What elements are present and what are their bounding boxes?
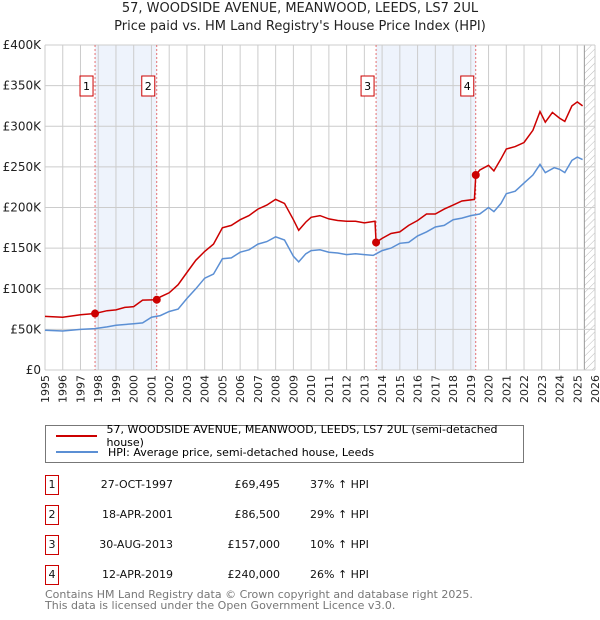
x-tick-label: 2007 [252,375,265,403]
property-price-line [44,100,584,318]
x-tick-label: 2019 [465,375,478,403]
sale-point [91,309,100,318]
x-tick-label: 2017 [429,375,442,403]
legend-swatch-property [56,435,97,437]
sale-point [471,171,480,179]
x-tick-label: 1997 [74,375,87,403]
x-tick-label: 2011 [323,375,336,403]
x-tick-label: 2015 [394,375,407,403]
x-tick-label: 2021 [500,375,513,403]
x-tick-label: 2025 [571,375,584,403]
sale-badge: 1 [45,475,59,495]
sale-date: 27-OCT-1997 [100,478,173,491]
x-tick-label: 2026 [589,375,600,403]
x-tick-label: 2023 [536,375,549,403]
footer: Contains HM Land Registry data © Crown c… [45,589,473,611]
x-tick-label: 2000 [128,375,141,403]
y-tick-label: £50K [10,322,42,336]
x-tick-label: 2009 [287,375,300,403]
x-tick-label: 2016 [412,375,425,403]
x-tick-label: 1999 [110,375,123,403]
sale-price: £240,000 [227,568,281,581]
x-tick-label: 2008 [270,375,283,403]
y-tick-label: £250K [3,160,43,174]
sale-badge-number: 2 [145,80,152,93]
legend: 57, WOODSIDE AVENUE, MEANWOOD, LEEDS, LS… [45,423,524,463]
x-tick-label: 2006 [234,375,247,403]
sale-row: 3 30-AUG-2013 £157,000 10% ↑ HPI [45,535,445,555]
x-tick-label: 2001 [145,375,158,403]
x-tick-label: 2013 [358,375,371,403]
x-tick-label: 2012 [341,375,354,403]
sale-row: 1 27-OCT-1997 £69,495 37% ↑ HPI [45,475,445,495]
legend-label-hpi: HPI: Average price, semi-detached house,… [108,445,375,459]
sale-price: £69,495 [234,478,281,491]
footer-line-1: Contains HM Land Registry data © Crown c… [45,588,473,601]
x-tick-label: 2004 [199,375,212,403]
sale-hpi-diff: 37% ↑ HPI [310,478,369,491]
x-tick-label: 2005 [216,375,229,403]
x-tick-label: 2010 [305,375,318,403]
legend-swatch-hpi [56,451,98,453]
sale-point [372,238,381,247]
y-tick-label: £100K [3,282,43,296]
footer-line-2: This data is licensed under the Open Gov… [45,599,396,612]
plot-area: 1995 1996 1997 1998 1999 2000 2001 2002 2003 2004… [3,38,600,403]
hpi-line [44,156,583,332]
sale-row: 2 18-APR-2001 £86,500 29% ↑ HPI [45,505,445,525]
sale-badge-number: 3 [364,80,371,93]
x-tick-label: 2020 [483,375,496,403]
sale-badge: 3 [45,535,59,555]
chart-subtitle: Price paid vs. HM Land Registry's House … [114,19,486,34]
sale-price: £157,000 [227,538,281,551]
sale-point [152,295,161,304]
sale-badge-number: 4 [464,80,471,93]
sale-badge: 2 [45,505,59,525]
sale-hpi-diff: 26% ↑ HPI [310,568,369,581]
sale-badge [360,75,375,97]
sale-price: £86,500 [234,508,281,521]
x-tick-label: 2014 [376,375,389,403]
y-tick-label: £200K [3,201,43,215]
y-tick-label: £400K [3,38,43,52]
sale-row: 4 12-APR-2019 £240,000 26% ↑ HPI [45,565,445,585]
y-tick-label: £350K [3,79,43,93]
sale-badge: 4 [45,565,59,585]
sale-badge [460,75,475,97]
sale-badge [79,75,94,97]
sale-hpi-diff: 29% ↑ HPI [310,508,369,521]
x-tick-label: 1996 [57,375,70,403]
x-tick-label: 1995 [39,375,52,403]
y-tick-label: £150K [3,241,43,255]
x-tick-label: 2003 [181,375,194,403]
y-tick-label: £300K [3,119,43,133]
x-tick-label: 2022 [518,375,531,403]
sale-badge-number: 1 [83,80,90,93]
x-tick-label: 1998 [92,375,105,403]
x-tick-label: 2018 [447,375,460,403]
sale-badge [141,75,156,97]
x-tick-label: 2024 [554,375,567,403]
sale-date: 18-APR-2001 [101,508,173,521]
legend-label-property: 57, WOODSIDE AVENUE, MEANWOOD, LEEDS, LS… [106,423,498,449]
sale-hpi-diff: 10% ↑ HPI [310,538,369,551]
chart-title: 57, WOODSIDE AVENUE, MEANWOOD, LEEDS, LS… [121,1,479,16]
y-tick-label: £0 [26,363,41,377]
sale-date: 30-AUG-2013 [99,538,173,551]
x-tick-label: 2002 [163,375,176,403]
sale-date: 12-APR-2019 [101,568,173,581]
